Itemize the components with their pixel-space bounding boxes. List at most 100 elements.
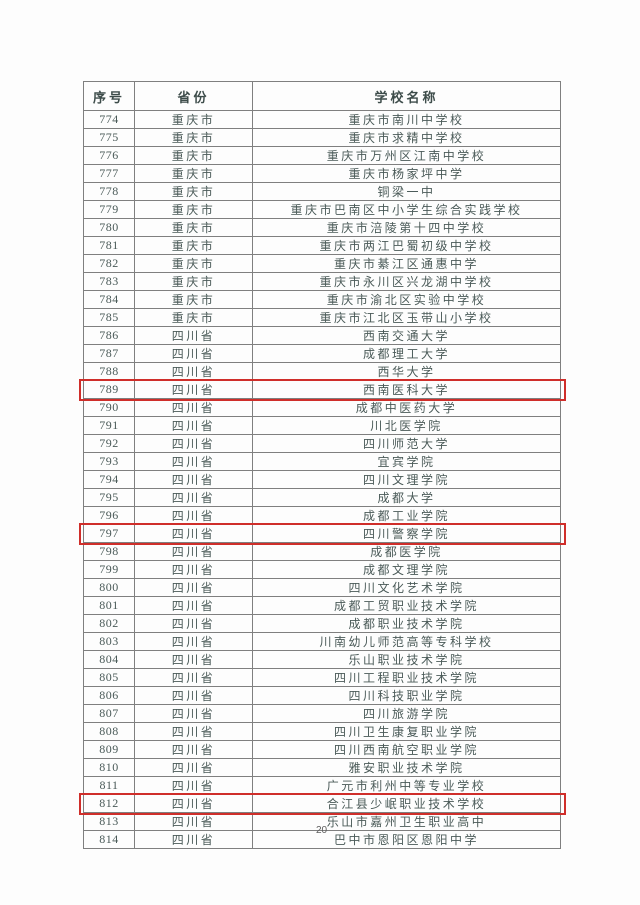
table-row: 788 四川省 西华大学: [83, 362, 561, 381]
row-province: 四川省: [134, 488, 253, 507]
row-number: 802: [83, 614, 135, 633]
row-school-name: 成都职业技术学院: [252, 614, 561, 633]
row-school-name: 重庆市求精中学校: [252, 128, 561, 147]
row-province: 四川省: [134, 344, 253, 363]
table-body: 774 重庆市 重庆市南川中学校 775 重庆市 重庆市求精中学校 776 重庆市 重庆市万州区…: [83, 110, 561, 849]
row-province: 重庆市: [134, 110, 253, 129]
row-number: 793: [83, 452, 135, 471]
row-school-name: 重庆市万州区江南中学校: [252, 146, 561, 165]
row-province: 四川省: [134, 794, 253, 813]
row-school-name: 四川文化艺术学院: [252, 578, 561, 597]
table-row: 791 四川省 川北医学院: [83, 416, 561, 435]
row-number: 790: [83, 398, 135, 417]
row-school-name: 西华大学: [252, 362, 561, 381]
row-province: 四川省: [134, 524, 253, 543]
row-number: 795: [83, 488, 135, 507]
row-school-name: 成都文理学院: [252, 560, 561, 579]
row-school-name: 重庆市永川区兴龙湖中学校: [252, 272, 561, 291]
row-number: 810: [83, 758, 135, 777]
page-number: 20: [315, 825, 328, 836]
row-number: 786: [83, 326, 135, 345]
row-school-name: 成都大学: [252, 488, 561, 507]
table-row: 805 四川省 四川工程职业技术学院: [83, 668, 561, 687]
row-number: 812: [83, 794, 135, 813]
row-school-name: 成都理工大学: [252, 344, 561, 363]
row-number: 808: [83, 722, 135, 741]
row-number: 805: [83, 668, 135, 687]
row-school-name: 雅安职业技术学院: [252, 758, 561, 777]
row-province: 重庆市: [134, 218, 253, 237]
table-row: 776 重庆市 重庆市万州区江南中学校: [83, 146, 561, 165]
header-province: 省份: [134, 81, 253, 111]
row-province: 四川省: [134, 614, 253, 633]
row-school-name: 广元市利州中等专业学校: [252, 776, 561, 795]
row-province: 四川省: [134, 668, 253, 687]
row-province: 四川省: [134, 740, 253, 759]
row-school-name: 川北医学院: [252, 416, 561, 435]
row-number: 783: [83, 272, 135, 291]
table-row: 785 重庆市 重庆市江北区玉带山小学校: [83, 308, 561, 327]
row-province: 重庆市: [134, 146, 253, 165]
table-row: 789 四川省 西南医科大学: [83, 380, 561, 399]
row-school-name: 巴中市恩阳区恩阳中学: [252, 830, 561, 849]
row-number: 785: [83, 308, 135, 327]
header-row: 序号 省份 学校名称: [83, 81, 561, 111]
table-row: 797 四川省 四川警察学院: [83, 524, 561, 543]
row-number: 788: [83, 362, 135, 381]
table-row: 780 重庆市 重庆市涪陵第十四中学校: [83, 218, 561, 237]
row-school-name: 重庆市綦江区通惠中学: [252, 254, 561, 273]
table-row: 784 重庆市 重庆市渝北区实验中学校: [83, 290, 561, 309]
row-number: 779: [83, 200, 135, 219]
table-row: 775 重庆市 重庆市求精中学校: [83, 128, 561, 147]
table-row: 811 四川省 广元市利州中等专业学校: [83, 776, 561, 795]
row-school-name: 铜梁一中: [252, 182, 561, 201]
table-row: 810 四川省 雅安职业技术学院: [83, 758, 561, 777]
table-header: 序号 省份 学校名称: [83, 81, 561, 111]
school-list-table: 序号 省份 学校名称 774 重庆市 重庆市南川中学校 775 重庆市 重庆市求精中学校 7…: [83, 81, 561, 849]
row-number: 784: [83, 290, 135, 309]
row-school-name: 重庆市江北区玉带山小学校: [252, 308, 561, 327]
table-row: 795 四川省 成都大学: [83, 488, 561, 507]
row-number: 807: [83, 704, 135, 723]
table-row: 793 四川省 宜宾学院: [83, 452, 561, 471]
row-school-name: 四川师范大学: [252, 434, 561, 453]
row-school-name: 四川卫生康复职业学院: [252, 722, 561, 741]
table-row: 809 四川省 四川西南航空职业学院: [83, 740, 561, 759]
row-school-name: 宜宾学院: [252, 452, 561, 471]
row-province: 重庆市: [134, 254, 253, 273]
row-province: 四川省: [134, 830, 253, 849]
table-row: 790 四川省 成都中医药大学: [83, 398, 561, 417]
row-school-name: 成都工贸职业技术学院: [252, 596, 561, 615]
row-school-name: 四川警察学院: [252, 524, 561, 543]
row-school-name: 重庆市南川中学校: [252, 110, 561, 129]
table-row: 792 四川省 四川师范大学: [83, 434, 561, 453]
table-row: 807 四川省 四川旅游学院: [83, 704, 561, 723]
row-province: 四川省: [134, 776, 253, 795]
row-province: 重庆市: [134, 200, 253, 219]
row-number: 791: [83, 416, 135, 435]
row-number: 799: [83, 560, 135, 579]
row-school-name: 合江县少岷职业技术学校: [252, 794, 561, 813]
row-number: 775: [83, 128, 135, 147]
row-province: 四川省: [134, 686, 253, 705]
table-row: 787 四川省 成都理工大学: [83, 344, 561, 363]
table-row: 777 重庆市 重庆市杨家坪中学: [83, 164, 561, 183]
row-province: 四川省: [134, 578, 253, 597]
row-number: 780: [83, 218, 135, 237]
row-number: 789: [83, 380, 135, 399]
row-school-name: 重庆市杨家坪中学: [252, 164, 561, 183]
table-row: 779 重庆市 重庆市巴南区中小学生综合实践学校: [83, 200, 561, 219]
row-province: 四川省: [134, 632, 253, 651]
row-province: 四川省: [134, 506, 253, 525]
table-row: 812 四川省 合江县少岷职业技术学校: [83, 794, 561, 813]
row-province: 四川省: [134, 434, 253, 453]
row-number: 776: [83, 146, 135, 165]
row-number: 792: [83, 434, 135, 453]
row-school-name: 川南幼儿师范高等专科学校: [252, 632, 561, 651]
row-province: 四川省: [134, 722, 253, 741]
row-school-name: 重庆市涪陵第十四中学校: [252, 218, 561, 237]
table-row: 798 四川省 成都医学院: [83, 542, 561, 561]
row-school-name: 西南医科大学: [252, 380, 561, 399]
row-school-name: 重庆市巴南区中小学生综合实践学校: [252, 200, 561, 219]
